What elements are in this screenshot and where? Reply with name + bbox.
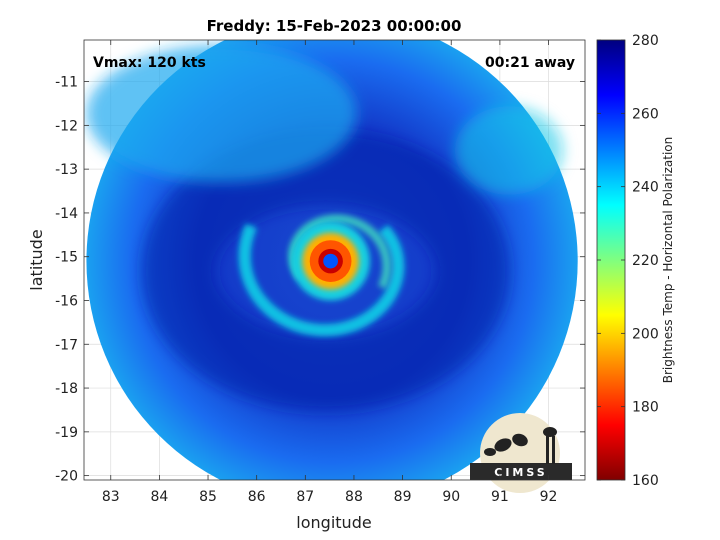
x-tick-label: 85: [199, 489, 217, 505]
y-tick-label: -13: [55, 162, 78, 178]
colorbar-label: Brightness Temp - Horizontal Polarizatio…: [661, 137, 675, 384]
y-tick-label: -18: [55, 381, 78, 397]
heatmap-field: [86, 40, 578, 480]
x-tick-label: 88: [345, 489, 363, 505]
colorbar-tick-label: 200: [632, 326, 659, 342]
colorbar-tick-label: 180: [632, 400, 659, 416]
y-tick-label: -19: [55, 425, 78, 441]
cold-rainband-ring: [141, 131, 510, 412]
y-tick-label: -12: [55, 118, 78, 134]
colorbar-tick-label: 160: [632, 473, 659, 489]
warm-patch-northwest: [86, 44, 357, 183]
x-tick-label: 92: [540, 489, 558, 505]
y-tick-label: -15: [55, 250, 78, 266]
colorbar-tick-label: 260: [632, 106, 659, 122]
x-tick-label: 87: [296, 489, 314, 505]
time-offset-annotation: 00:21 away: [485, 55, 575, 71]
vmax-annotation: Vmax: 120 kts: [93, 55, 206, 71]
warm-patch-east: [454, 106, 563, 195]
x-tick-label: 86: [248, 489, 266, 505]
spiral-band-outer: [238, 223, 405, 337]
colorbar-ticks: 160 180 200 220 240 260 280: [597, 33, 659, 489]
plot-frame: [83, 39, 586, 481]
y-tick-label: -20: [55, 469, 78, 485]
chart-title: Freddy: 15-Feb-2023 00:00:00: [207, 17, 462, 35]
y-tick-label: -16: [55, 293, 78, 309]
x-tick-label: 91: [491, 489, 509, 505]
colorbar-tick-label: 220: [632, 253, 659, 269]
colorbar-tick-label: 280: [632, 33, 659, 49]
x-tick-label: 83: [102, 489, 120, 505]
colorbar: [596, 39, 626, 481]
x-tick-label: 90: [442, 489, 460, 505]
y-tick-label: -14: [55, 206, 78, 222]
y-axis-label: latitude: [27, 229, 46, 290]
x-tick-label: 89: [394, 489, 412, 505]
logo-text: CIMSS: [494, 466, 547, 479]
y-tick-label: -17: [55, 337, 78, 353]
x-axis: 83 84 85 86 87 88 89 90 91 92: [102, 40, 558, 505]
colorbar-tick-label: 240: [632, 180, 659, 196]
x-axis-label: longitude: [296, 513, 371, 532]
y-tick-label: -11: [55, 75, 78, 91]
storm-eye: [323, 253, 338, 269]
cimss-logo: CIMSS: [470, 413, 572, 493]
x-tick-label: 84: [150, 489, 168, 505]
y-axis: -11 -12 -13 -14 -15 -16 -17 -18 -19 -20: [55, 75, 585, 485]
